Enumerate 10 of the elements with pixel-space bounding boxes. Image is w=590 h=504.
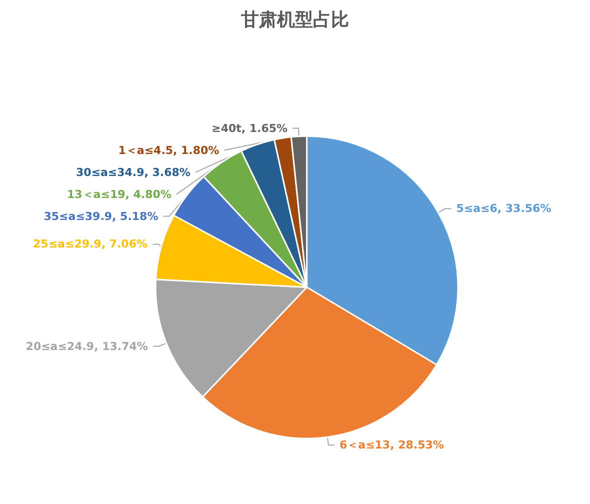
slice-label: 35≤a≤39.9, 5.18% <box>44 210 158 223</box>
slice-label: ≥40t, 1.65% <box>212 122 288 135</box>
slice-label: 1＜a≤4.5, 1.80% <box>118 144 220 157</box>
slice-label: 20≤a≤24.9, 13.74% <box>26 340 148 353</box>
slice-label: 6＜a≤13, 28.53% <box>339 438 444 452</box>
slice-label: 30≤a≤34.9, 3.68% <box>76 166 190 179</box>
chart-title: 甘肃机型占比 <box>240 10 349 30</box>
slice-label: 13＜a≤19, 4.80% <box>67 188 172 201</box>
slice-label: 5≤a≤6, 33.56% <box>456 202 552 216</box>
slice-label: 25≤a≤29.9, 7.06% <box>33 238 148 251</box>
